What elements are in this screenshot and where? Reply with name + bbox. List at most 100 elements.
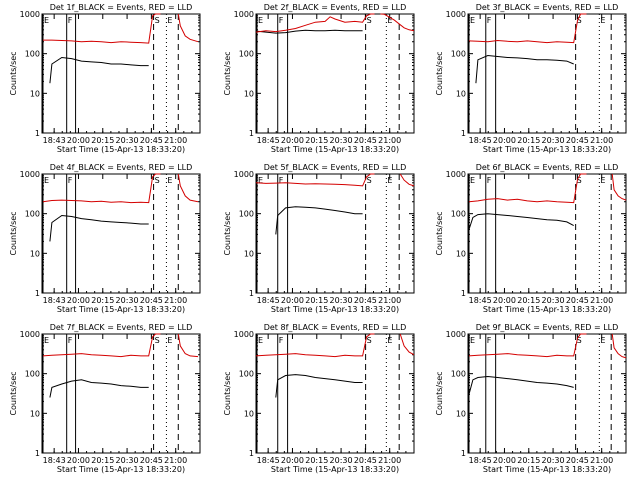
x-tick-label: 20:45 <box>140 136 163 145</box>
panel-title: Det 2f_BLACK = Events, RED = LLD <box>264 3 407 12</box>
x-axis-label: Start Time (15-Apr-13 18:33:20) <box>483 465 611 474</box>
plot-frame <box>255 13 415 134</box>
series-lld-line <box>399 173 415 187</box>
detector-panel: Det 7f_BLACK = Events, RED = LLD 1 10 100 10… <box>9 323 201 474</box>
marker-label: E <box>258 176 263 185</box>
x-tick-label: 20:00 <box>493 136 516 145</box>
x-tick-label: 20:45 <box>354 296 377 305</box>
y-tick-label: 1000 <box>446 10 466 19</box>
x-tick-label: 21:00 <box>590 296 613 305</box>
y-tick-label: 1000 <box>20 330 40 339</box>
plot-frame <box>41 13 201 134</box>
panel-title: Det 3f_BLACK = Events, RED = LLD <box>476 3 619 12</box>
y-tick-label: 1000 <box>446 330 466 339</box>
marker-label: S <box>155 16 160 25</box>
y-tick-label: 100 <box>239 370 254 379</box>
x-axis-label: Start Time (15-Apr-13 18:33:20) <box>57 305 185 314</box>
plot-frame <box>41 333 201 454</box>
marker-label: E <box>387 336 392 345</box>
x-tick-label: 18:45 <box>257 456 280 465</box>
y-axis-label: Counts/sec <box>9 51 18 95</box>
detector-panel: Det 2f_BLACK = Events, RED = LLD 1 10 100 10… <box>223 3 415 154</box>
x-axis-label: Start Time (15-Apr-13 18:33:20) <box>271 305 399 314</box>
x-tick-label: 20:15 <box>91 296 114 305</box>
detector-panel: Det 3f_BLACK = Events, RED = LLD 1 10 100 10… <box>435 3 627 154</box>
x-tick-label: 18:43 <box>43 456 66 465</box>
x-axis-label: Start Time (15-Apr-13 18:33:20) <box>57 465 185 474</box>
y-tick-label: 1000 <box>20 170 40 179</box>
series-events-line <box>468 375 574 395</box>
x-tick-label: 20:00 <box>493 456 516 465</box>
y-tick-label: 1 <box>35 289 40 298</box>
x-tick-label: 20:30 <box>116 456 139 465</box>
series-lld-line <box>177 333 199 358</box>
y-tick-label: 1000 <box>446 170 466 179</box>
x-axis-label: Start Time (15-Apr-13 18:33:20) <box>57 145 185 154</box>
x-tick-label: 18:45 <box>257 136 280 145</box>
x-tick-label: 20:15 <box>91 136 114 145</box>
marker-label: S <box>577 16 582 25</box>
y-tick-label: 1 <box>35 449 40 458</box>
x-axis-label: Start Time (15-Apr-13 18:33:20) <box>483 145 611 154</box>
series-lld-line <box>468 333 587 358</box>
plot-frame <box>255 173 415 294</box>
plot-frame <box>467 173 627 294</box>
y-axis-label: Counts/sec <box>223 51 232 95</box>
x-tick-label: 21:00 <box>378 296 401 305</box>
marker-label: E <box>470 176 475 185</box>
panel-title: Det 6f_BLACK = Events, RED = LLD <box>476 163 619 172</box>
y-tick-label: 1 <box>461 129 466 138</box>
y-tick-label: 100 <box>451 50 466 59</box>
y-tick-label: 1 <box>249 449 254 458</box>
x-tick-label: 20:15 <box>91 456 114 465</box>
y-tick-label: 10 <box>456 249 466 258</box>
x-tick-label: 20:15 <box>305 296 328 305</box>
series-lld-line <box>255 173 375 187</box>
series-events-line <box>49 56 149 84</box>
y-tick-label: 100 <box>239 210 254 219</box>
marker-label: E <box>167 176 172 185</box>
x-tick-label: 20:15 <box>517 456 540 465</box>
series-lld-line <box>177 173 199 203</box>
x-tick-label: 20:30 <box>542 136 565 145</box>
x-tick-label: 20:45 <box>566 136 589 145</box>
x-tick-label: 20:45 <box>140 296 163 305</box>
series-lld-line <box>611 333 627 359</box>
y-tick-label: 10 <box>244 89 254 98</box>
detector-panel: Det 4f_BLACK = Events, RED = LLD 1 10 100 10… <box>9 163 201 314</box>
panel-title: Det 5f_BLACK = Events, RED = LLD <box>264 163 407 172</box>
y-tick-label: 1000 <box>20 10 40 19</box>
y-axis-label: Counts/sec <box>435 211 444 255</box>
panel-title: Det 4f_BLACK = Events, RED = LLD <box>50 163 193 172</box>
panel-title: Det 8f_BLACK = Events, RED = LLD <box>264 323 407 332</box>
y-tick-label: 1 <box>35 129 40 138</box>
marker-label: E <box>167 16 172 25</box>
marker-label: E <box>44 16 49 25</box>
series-lld-line <box>380 13 415 32</box>
marker-label: E <box>600 336 605 345</box>
x-tick-label: 20:30 <box>330 296 353 305</box>
marker-label: E <box>600 16 605 25</box>
x-tick-label: 20:15 <box>305 136 328 145</box>
x-tick-label: 18:45 <box>469 456 492 465</box>
marker-label: E <box>167 336 172 345</box>
x-tick-label: 18:43 <box>43 136 66 145</box>
y-axis-label: Counts/sec <box>435 371 444 415</box>
y-tick-label: 1000 <box>234 170 254 179</box>
y-tick-label: 10 <box>244 409 254 418</box>
x-tick-label: 20:30 <box>330 136 353 145</box>
y-tick-label: 1000 <box>234 10 254 19</box>
y-tick-label: 100 <box>25 370 40 379</box>
y-axis-label: Counts/sec <box>435 51 444 95</box>
x-tick-label: 20:00 <box>281 456 304 465</box>
x-axis-label: Start Time (15-Apr-13 18:33:20) <box>271 465 399 474</box>
y-axis-label: Counts/sec <box>9 211 18 255</box>
x-tick-label: 18:43 <box>43 296 66 305</box>
series-lld-line <box>468 13 587 44</box>
x-tick-label: 20:00 <box>493 296 516 305</box>
marker-label: F <box>68 176 73 185</box>
marker-label: S <box>367 336 372 345</box>
marker-label: S <box>367 16 372 25</box>
series-events-line <box>275 206 363 235</box>
